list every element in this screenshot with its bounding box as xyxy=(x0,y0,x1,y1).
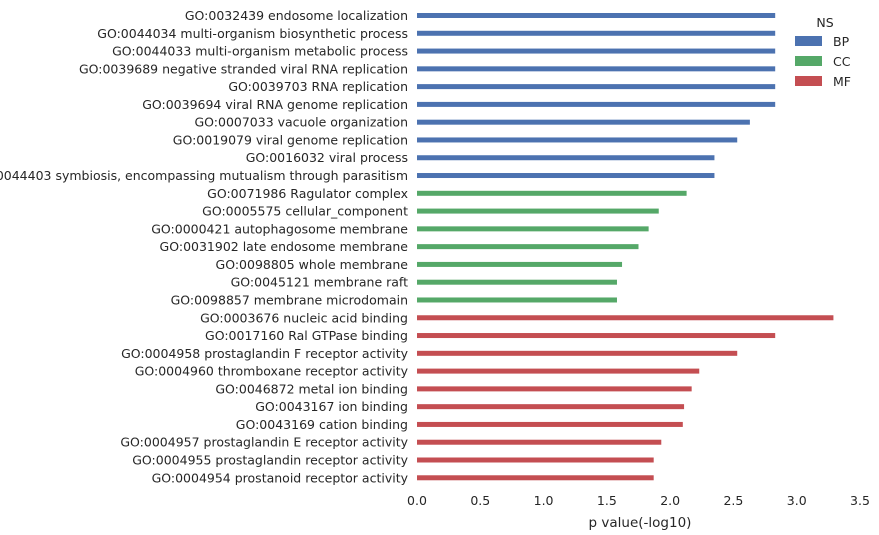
category-labels: GO:0032439 endosome localization GO:00440… xyxy=(0,8,409,485)
bar-bp xyxy=(417,84,776,90)
category-label: GO:0003676 nucleic acid binding xyxy=(200,310,408,325)
bar-mf xyxy=(417,315,834,321)
bar-mf xyxy=(417,439,662,445)
bar-mf xyxy=(417,333,776,339)
bar-cc xyxy=(417,190,687,196)
x-tick-label: 0.0 xyxy=(407,493,427,508)
x-tick-label: 3.5 xyxy=(850,493,870,508)
category-label: GO:0045121 membrane raft xyxy=(231,275,409,290)
bar-cc xyxy=(417,297,617,303)
bar-bp xyxy=(417,119,750,125)
bar-cc xyxy=(417,261,623,267)
category-label: GO:0019079 viral genome replication xyxy=(173,132,408,147)
category-label: GO:0039694 viral RNA genome replication xyxy=(142,97,408,112)
category-label: GO:0043169 cation binding xyxy=(236,417,408,432)
bar-bp xyxy=(417,155,715,161)
category-label: GO:0004955 prostaglandin receptor activi… xyxy=(132,453,408,468)
category-label: GO:0039703 RNA replication xyxy=(228,79,408,94)
category-label: GO:0044034 multi-organism biosynthetic p… xyxy=(97,26,408,41)
bar-bp xyxy=(417,137,738,143)
x-tick-label: 2.0 xyxy=(660,493,680,508)
category-label: GO:0004957 prostaglandin E receptor acti… xyxy=(120,435,408,450)
category-label: GO:0032439 endosome localization xyxy=(185,8,408,23)
legend-label-cc: CC xyxy=(833,54,851,69)
category-label: GO:0044033 multi-organism metabolic proc… xyxy=(112,44,408,59)
category-label: GO:0004954 prostanoid receptor activity xyxy=(152,470,409,485)
bar-cc xyxy=(417,226,649,232)
category-label: GO:0017160 Ral GTPase binding xyxy=(205,328,408,343)
category-label: GO:0007033 vacuole organization xyxy=(194,115,408,130)
bar-mf xyxy=(417,421,683,427)
category-label: GO:0046872 metal ion binding xyxy=(215,381,408,396)
bar-bp xyxy=(417,13,776,18)
bar-mf xyxy=(417,368,700,374)
legend-title: NS xyxy=(816,15,833,30)
category-label: GO:0071986 Ragulator complex xyxy=(207,186,408,201)
x-axis-label: p value(-log10) xyxy=(589,515,692,531)
category-label: GO:0098857 membrane microdomain xyxy=(171,292,408,307)
category-label: GO:0098805 whole membrane xyxy=(216,257,409,272)
bar-cc xyxy=(417,208,659,214)
category-label: GO:0043167 ion binding xyxy=(255,399,408,414)
bar-mf xyxy=(417,350,738,356)
category-label: GO:0004958 prostaglandin F receptor acti… xyxy=(121,346,409,361)
bar-cc xyxy=(417,244,639,250)
bars-layer xyxy=(417,13,834,481)
category-label: GO:0016032 viral process xyxy=(246,150,408,165)
category-label: GO:0039689 negative stranded viral RNA r… xyxy=(79,61,408,76)
legend-swatch-bp xyxy=(795,36,822,46)
bar-bp xyxy=(417,30,776,36)
x-axis: 0.0 0.5 1.0 1.5 2.0 2.5 3.0 3.5 xyxy=(407,493,870,508)
bar-mf xyxy=(417,457,654,463)
bar-cc xyxy=(417,279,617,285)
bar-mf xyxy=(417,386,692,392)
category-label: GO:0044403 symbiosis, encompassing mutua… xyxy=(0,168,408,183)
category-label: GO:0005575 cellular_component xyxy=(202,204,408,219)
legend-swatch-mf xyxy=(795,76,822,86)
x-tick-label: 0.5 xyxy=(470,493,490,508)
bar-bp xyxy=(417,48,776,54)
legend-label-mf: MF xyxy=(833,74,851,89)
bar-mf xyxy=(417,404,685,410)
x-tick-label: 1.0 xyxy=(534,493,554,508)
bar-mf xyxy=(417,475,654,481)
x-tick-label: 2.5 xyxy=(723,493,743,508)
bar-bp xyxy=(417,66,776,72)
legend-label-bp: BP xyxy=(833,34,850,49)
category-label: GO:0004960 thromboxane receptor activity xyxy=(135,364,409,379)
legend-swatch-cc xyxy=(795,56,822,66)
legend: NS BP CC MF xyxy=(795,15,851,89)
category-label: GO:0031902 late endosome membrane xyxy=(160,239,409,254)
category-label: GO:0000421 autophagosome membrane xyxy=(151,221,408,236)
bar-bp xyxy=(417,173,715,179)
x-tick-label: 1.5 xyxy=(597,493,617,508)
x-tick-label: 3.0 xyxy=(787,493,807,508)
bar-bp xyxy=(417,101,776,107)
